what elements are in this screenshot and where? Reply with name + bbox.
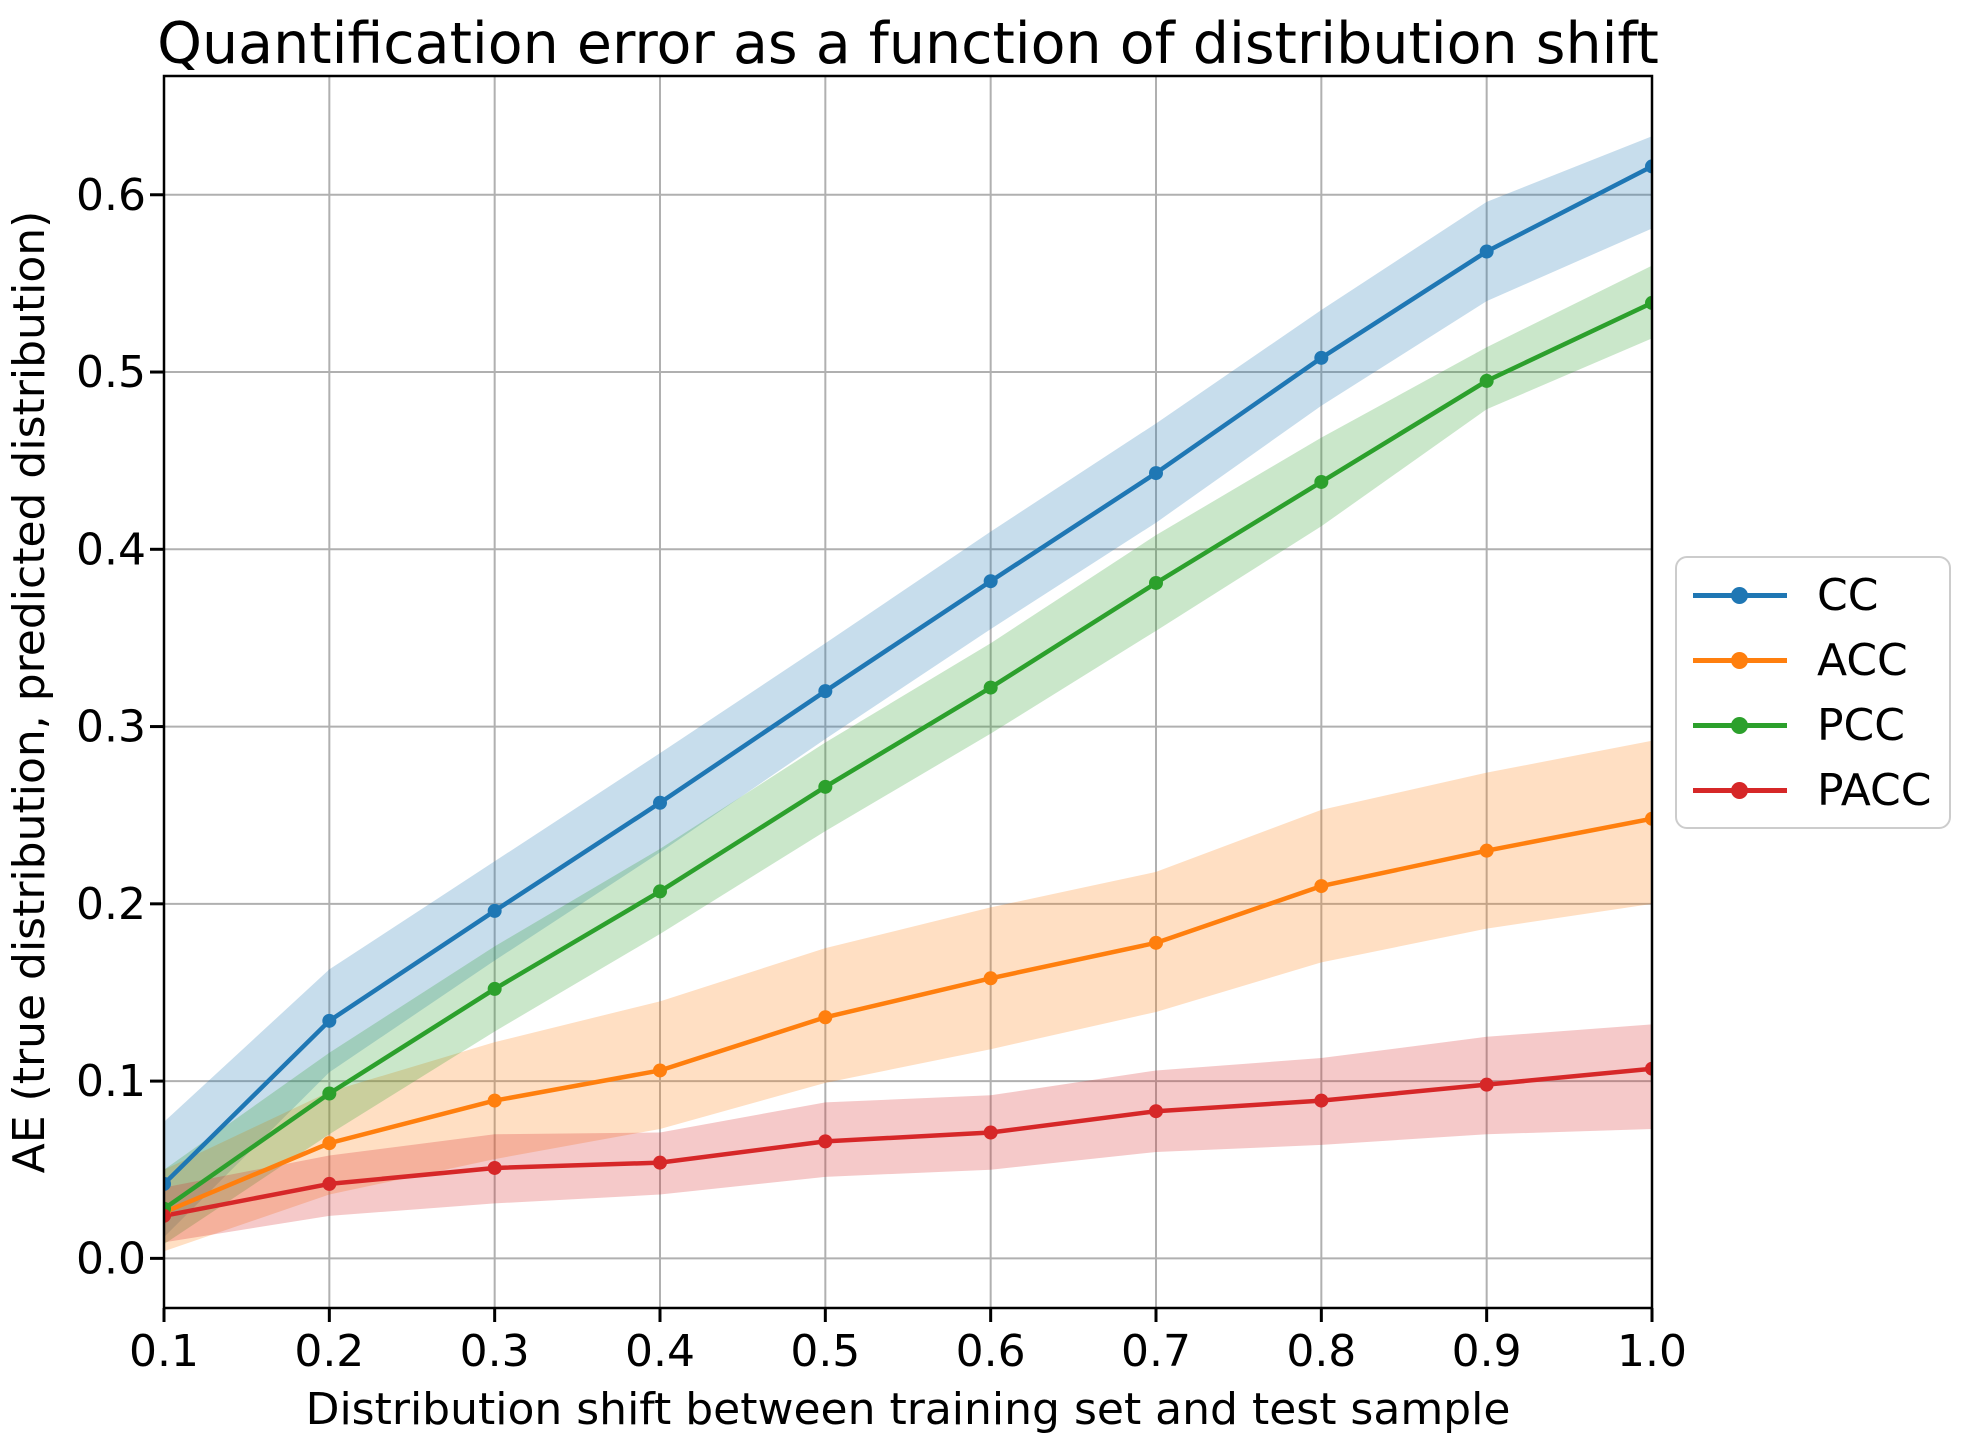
- data-point-pacc: [1149, 1104, 1163, 1119]
- data-point-pacc: [1645, 1061, 1652, 1076]
- y-tick-label: 0.0: [76, 1233, 146, 1284]
- y-tick-label: 0.1: [76, 1056, 146, 1107]
- data-layer: [164, 136, 1652, 1252]
- x-axis-label: Distribution shift between training set …: [306, 1384, 1511, 1435]
- data-point-pcc: [983, 680, 998, 695]
- x-tick-label: 0.5: [790, 1326, 860, 1377]
- y-tick-label: 0.4: [76, 524, 146, 575]
- data-point-pcc: [487, 981, 502, 996]
- data-point-cc: [322, 1013, 337, 1028]
- data-point-pacc: [1479, 1077, 1494, 1092]
- data-point-pcc: [1645, 295, 1652, 310]
- data-point-acc: [1149, 935, 1163, 950]
- data-point-cc: [487, 903, 502, 918]
- data-point-pacc: [983, 1125, 998, 1140]
- data-point-cc: [1645, 159, 1652, 174]
- data-point-pcc: [818, 779, 833, 794]
- series-line-cc: [164, 164, 1652, 1187]
- data-point-cc: [1149, 466, 1163, 481]
- data-point-cc: [1479, 244, 1494, 259]
- data-point-pacc: [487, 1160, 502, 1175]
- legend-label: PACC: [1817, 764, 1932, 816]
- data-point-cc: [983, 574, 998, 589]
- x-tick-label: 0.1: [129, 1326, 199, 1377]
- data-point-pcc: [1479, 373, 1494, 388]
- y-tick-label: 0.5: [76, 347, 146, 398]
- series-line-acc: [164, 816, 1652, 1215]
- y-axis-label: AE (true distribution, predicted distrib…: [4, 211, 55, 1174]
- y-tick-label: 0.6: [76, 170, 146, 221]
- legend-entry-pcc: PCC: [1693, 693, 1949, 758]
- legend-label: ACC: [1817, 634, 1908, 686]
- x-tick-label: 0.9: [1452, 1326, 1522, 1377]
- data-point-acc: [1479, 843, 1494, 858]
- y-tick-label: 0.2: [76, 879, 146, 930]
- y-tick-label: 0.3: [76, 702, 146, 753]
- legend-entry-acc: ACC: [1693, 628, 1949, 693]
- axes-layer: 0.1 0.2 0.3 0.4 0.5 0.6 0.7 0.8 0.9 1.0 0.0 0.1 0.2 0…: [76, 74, 1687, 1377]
- data-point-pcc: [1314, 474, 1329, 489]
- legend: CC ACC PCC PACC: [1675, 556, 1951, 829]
- legend-entry-cc: CC: [1693, 563, 1949, 628]
- legend-line-marker-swatch: [1693, 587, 1787, 604]
- x-tick-label: 0.3: [460, 1326, 530, 1377]
- confidence-band-cc: [164, 136, 1652, 1238]
- data-point-pacc: [653, 1155, 667, 1170]
- x-tick-label: 1.0: [1617, 1326, 1687, 1377]
- data-point-acc: [1645, 811, 1652, 826]
- x-tick-label: 0.7: [1121, 1326, 1191, 1377]
- data-point-acc: [983, 971, 998, 986]
- data-point-pacc: [1314, 1093, 1329, 1108]
- data-point-acc: [653, 1063, 667, 1078]
- data-point-pcc: [322, 1086, 337, 1101]
- series-line-pacc: [164, 1066, 1652, 1219]
- confidence-band-pacc: [164, 1024, 1652, 1243]
- series-line-pcc: [164, 300, 1652, 1211]
- data-point-pacc: [164, 1208, 171, 1223]
- data-point-cc: [164, 1176, 171, 1191]
- legend-line-marker-swatch: [1693, 782, 1787, 799]
- x-tick-label: 0.2: [294, 1326, 364, 1377]
- data-point-cc: [818, 684, 833, 699]
- chart-title: Quantification error as a function of di…: [157, 11, 1659, 77]
- data-point-pacc: [322, 1176, 337, 1191]
- legend-line-marker-swatch: [1693, 717, 1787, 734]
- legend-line-marker-swatch: [1693, 652, 1787, 669]
- data-point-acc: [818, 1010, 833, 1025]
- data-point-acc: [322, 1136, 337, 1151]
- legend-label: CC: [1817, 569, 1879, 621]
- legend-entry-pacc: PACC: [1693, 758, 1949, 823]
- legend-label: PCC: [1817, 699, 1905, 751]
- data-point-pcc: [1149, 575, 1163, 590]
- data-point-acc: [1314, 879, 1329, 894]
- data-point-pacc: [818, 1134, 833, 1149]
- data-point-cc: [1314, 350, 1329, 365]
- x-tick-label: 0.4: [625, 1326, 695, 1377]
- x-tick-label: 0.8: [1286, 1326, 1356, 1377]
- data-point-cc: [653, 795, 667, 810]
- axes-box: [162, 74, 1654, 1310]
- x-tick-label: 0.6: [956, 1326, 1026, 1377]
- data-point-pcc: [653, 884, 667, 899]
- data-point-acc: [487, 1093, 502, 1108]
- confidence-band-pcc: [164, 265, 1652, 1245]
